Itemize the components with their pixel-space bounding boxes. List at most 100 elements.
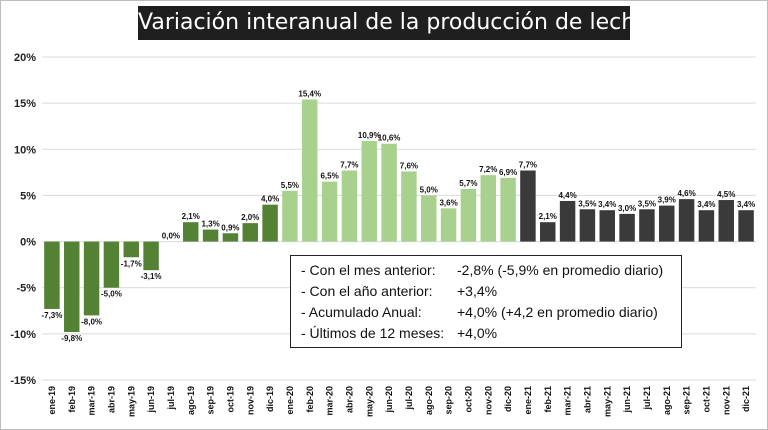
data-label: 7,7% [340, 161, 358, 170]
bar [579, 209, 596, 242]
data-label: 7,7% [519, 161, 537, 170]
data-label: -8,0% [81, 317, 102, 326]
x-tick-label: feb-21 [543, 386, 553, 413]
x-tick-label: sep-19 [206, 386, 216, 415]
data-label: 2,0% [241, 213, 259, 222]
x-tick-label: abr-19 [106, 386, 116, 413]
stat-value: +4,0% [457, 325, 498, 341]
data-label: 2,1% [539, 212, 557, 221]
x-tick-label: mar-19 [87, 386, 97, 416]
bar [460, 188, 477, 242]
bar [302, 99, 318, 242]
data-label: 0,9% [221, 223, 239, 232]
bar [540, 222, 556, 242]
data-label: -9,8% [61, 334, 82, 343]
x-tick-label: ago-19 [186, 386, 196, 415]
data-label: 3,6% [439, 198, 457, 207]
bar [401, 171, 417, 242]
data-label: -5,0% [101, 290, 122, 299]
data-label: 3,5% [578, 199, 596, 208]
x-tick-label: ene-21 [523, 386, 533, 415]
y-tick-label: -5% [16, 283, 36, 295]
bar [619, 213, 635, 242]
x-tick-label: feb-19 [67, 386, 77, 413]
data-label: 3,0% [618, 204, 636, 213]
x-tick-label: oct-20 [463, 386, 473, 413]
stat-label: - Con el año anterior: [301, 283, 433, 299]
y-tick-label: 5% [20, 190, 36, 202]
bar [64, 241, 80, 333]
bar [421, 195, 437, 242]
data-label: 7,6% [400, 161, 418, 170]
data-label: 10,6% [378, 134, 401, 143]
y-tick-label: 10% [14, 144, 36, 156]
bar [321, 181, 338, 242]
y-tick-label: 20% [14, 52, 36, 64]
stat-row-ytd: - Acumulado Anual: +4,0% (+4,2 en promed… [301, 302, 681, 323]
stat-row-month: - Con el mes anterior: -2,8% (-5,9% en p… [301, 260, 681, 281]
bar [718, 200, 734, 242]
x-tick-label: feb-20 [305, 386, 315, 413]
bar [440, 208, 457, 242]
data-label: 10,9% [358, 131, 381, 140]
bar [103, 241, 120, 288]
data-label: 15,4% [298, 89, 321, 98]
stat-label: - Con el mes anterior: [301, 262, 436, 278]
stat-value: -2,8% (-5,9% en promedio diario) [457, 262, 664, 278]
y-tick-label: 0% [20, 237, 36, 249]
x-tick-label: dic-20 [503, 386, 513, 412]
x-tick-label: ago-20 [424, 386, 434, 415]
bar [282, 190, 298, 242]
x-tick-label: nov-21 [721, 386, 731, 415]
data-label: -1,7% [121, 259, 142, 268]
data-label: 3,9% [658, 196, 676, 205]
data-label: 4,0% [261, 195, 279, 204]
data-label: 4,6% [677, 189, 695, 198]
x-tick-label: oct-19 [225, 386, 235, 413]
data-label: 6,9% [499, 168, 517, 177]
stats-box: - Con el mes anterior: -2,8% (-5,9% en p… [290, 255, 682, 348]
bar [361, 140, 377, 242]
chart-title: Variación interanual de la producción de… [138, 6, 649, 40]
bar [202, 229, 219, 242]
x-tick-label: sep-20 [444, 386, 454, 415]
data-label: 3,4% [697, 200, 715, 209]
bar [341, 170, 358, 242]
x-tick-label: jul-19 [166, 386, 176, 411]
x-tick-label: dic-21 [741, 386, 751, 412]
x-tick-label: jun-19 [146, 386, 156, 414]
stat-value: +3,4% [457, 283, 498, 299]
x-tick-label: may-20 [364, 386, 374, 417]
data-label: 4,4% [558, 191, 576, 200]
data-label: -3,1% [141, 272, 162, 281]
stat-label: - Acumulado Anual: [301, 304, 422, 320]
stat-row-12m: - Últimos de 12 meses: +4,0% [301, 323, 681, 344]
bar [262, 204, 278, 242]
y-tick-label: 15% [14, 98, 36, 110]
data-label: 5,0% [420, 185, 438, 194]
data-label: 5,7% [459, 179, 477, 188]
x-tick-label: sep-21 [682, 386, 692, 415]
x-tick-label: nov-19 [245, 386, 255, 415]
stat-value: +4,0% (+4,2 en promedio diario) [457, 304, 658, 320]
data-label: 3,4% [737, 200, 755, 209]
data-label: 5,5% [281, 181, 299, 190]
bar [480, 175, 496, 242]
bar [520, 170, 536, 242]
bar [242, 223, 258, 242]
data-label: 3,4% [598, 200, 616, 209]
bar [222, 233, 239, 242]
x-tick-label: ago-21 [662, 386, 672, 415]
x-tick-label: oct-21 [701, 386, 711, 413]
data-label: 1,3% [201, 220, 219, 229]
bar [599, 210, 615, 242]
data-label: 0,0% [162, 232, 180, 241]
x-tick-label: ene-19 [47, 386, 57, 415]
bar [559, 200, 576, 242]
x-tick-label: abr-21 [582, 386, 592, 413]
x-tick-label: jun-20 [384, 386, 394, 414]
x-tick-label: jul-20 [404, 386, 414, 411]
bar [678, 199, 695, 242]
data-label: 4,5% [717, 190, 735, 199]
